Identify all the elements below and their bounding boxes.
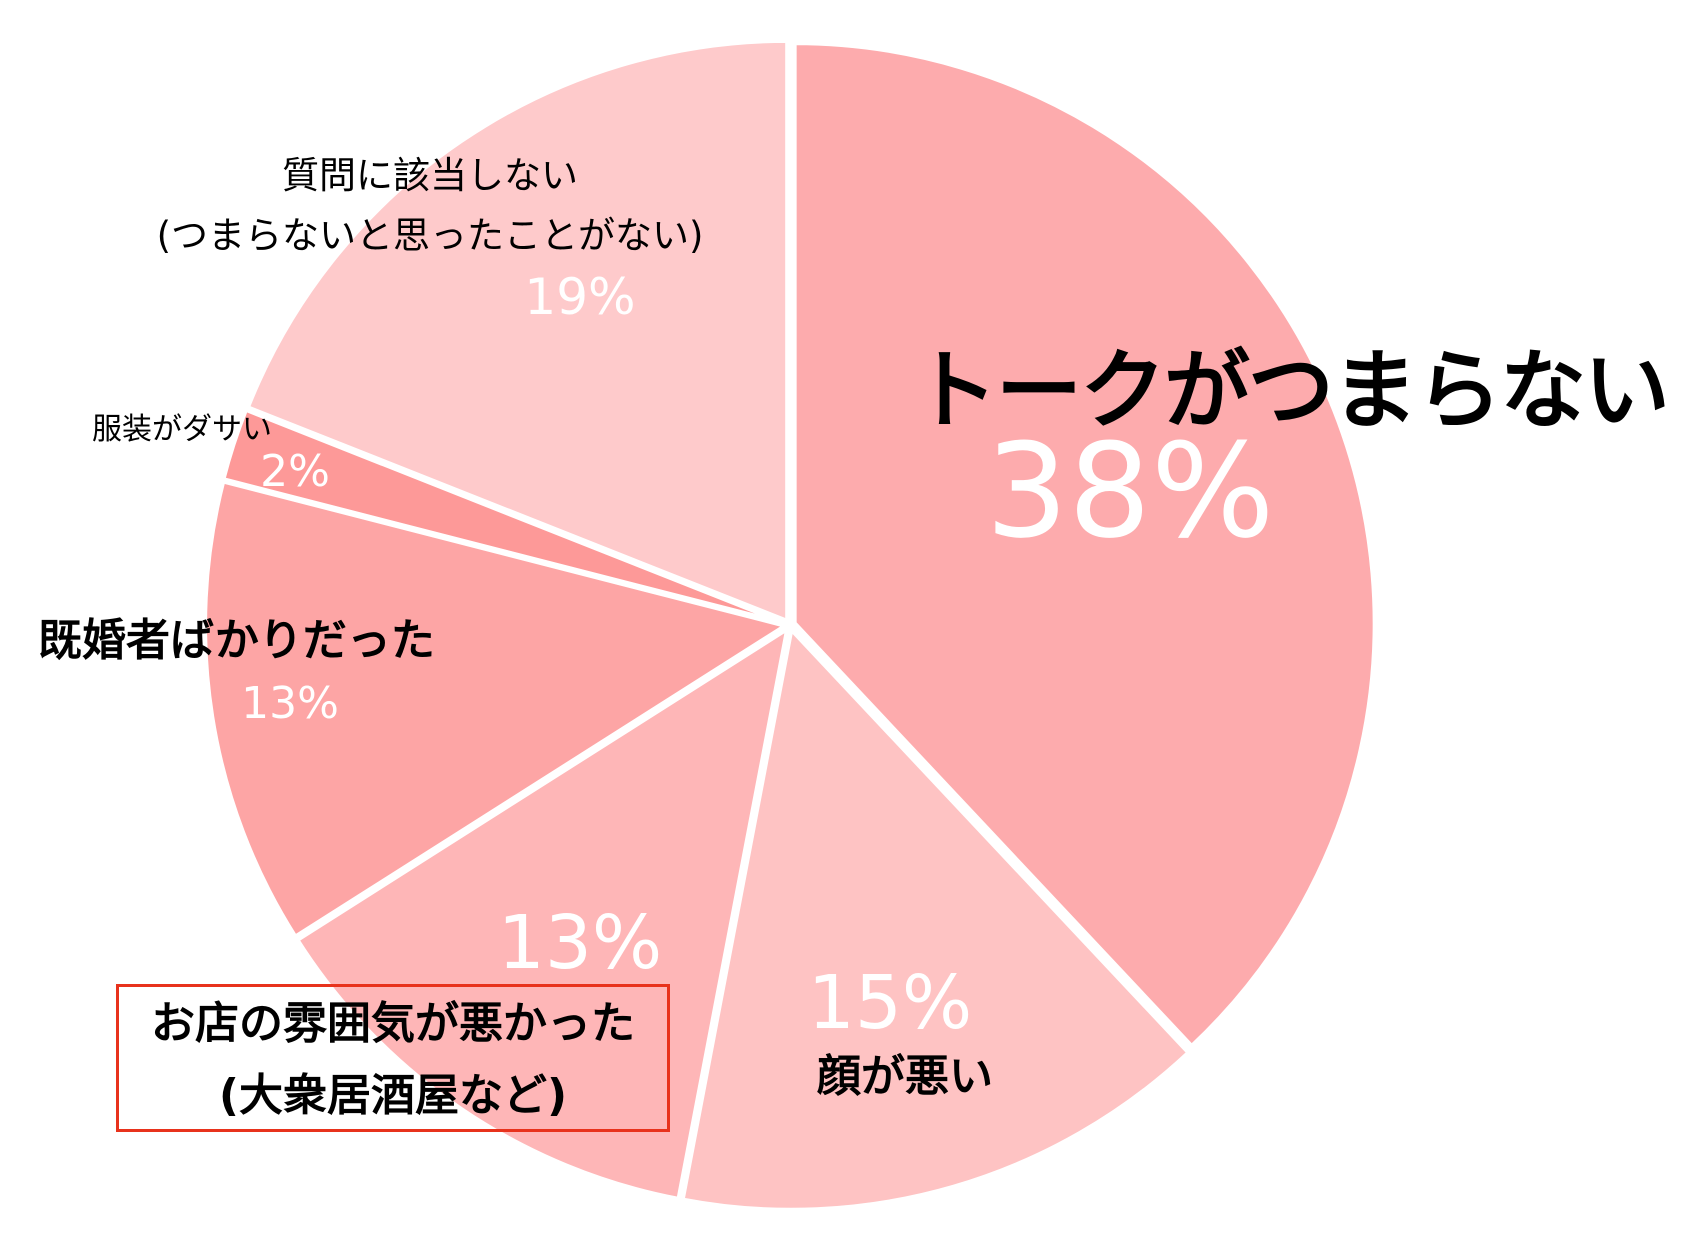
slice-label-bad-atmosphere-line1: お店の雰囲気が悪かった: [151, 998, 635, 1049]
slice-value-bad-clothes: 2%: [260, 446, 330, 497]
pie-slice-talk-boring: [792, 41, 1377, 1049]
slice-label-bad-atmosphere: お店の雰囲気が悪かった (大衆居酒屋など): [116, 988, 670, 1132]
highlight-box: [116, 984, 670, 1132]
pie-slice-bad-atmosphere: [294, 624, 791, 1202]
pie-slice-bad-clothes: [221, 407, 786, 626]
pie-slice-not-applicable: [245, 38, 790, 624]
slice-label-bad-clothes: 服装がダサい: [92, 412, 272, 447]
slice-value-bad-face: 15%: [807, 960, 973, 1046]
slice-label-bad-atmosphere-line2: (大衆居酒屋など): [218, 1070, 568, 1121]
slice-label-talk-boring: トークがつまらない: [912, 341, 1670, 441]
pie-slices: [203, 38, 1377, 1212]
pie-slice-bad-face: [680, 625, 1192, 1212]
pie-slice-all-married: [203, 479, 791, 940]
slice-label-not-applicable-line1: 質問に該当しない: [282, 154, 578, 197]
slice-value-bad-atmosphere: 13%: [497, 900, 663, 986]
slice-value-all-married: 13%: [241, 678, 339, 729]
slice-label-not-applicable: 質問に該当しない (つまらないと思ったことがない): [110, 146, 750, 266]
slice-label-all-married: 既婚者ばかりだった: [38, 615, 435, 666]
slice-value-not-applicable: 19%: [524, 268, 636, 326]
slice-label-bad-face: 顔が悪い: [817, 1051, 993, 1102]
slice-value-talk-boring: 38%: [985, 415, 1275, 567]
slice-label-not-applicable-line2: (つまらないと思ったことがない): [156, 214, 704, 257]
